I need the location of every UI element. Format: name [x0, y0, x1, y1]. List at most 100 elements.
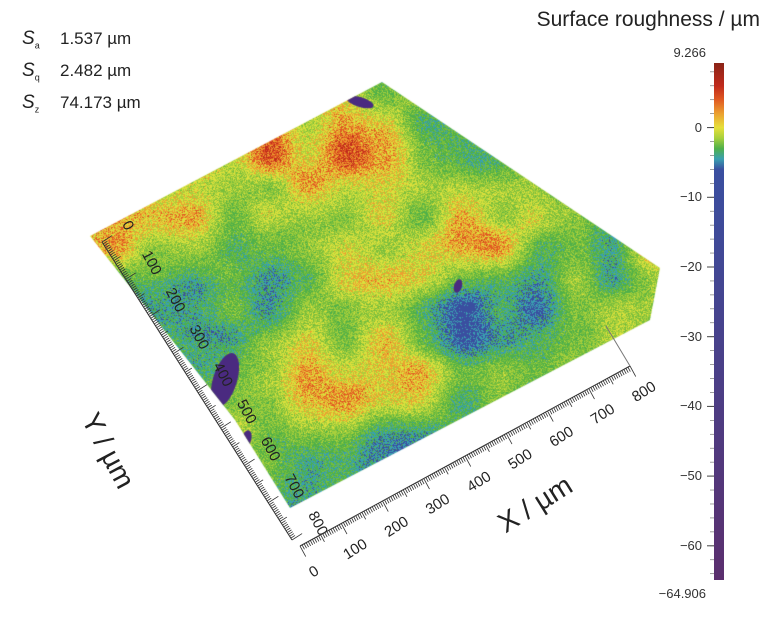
x-axis-tick: [351, 517, 355, 523]
y-axis-tick: [235, 449, 241, 453]
y-axis-tick: [143, 304, 148, 308]
y-axis-tick: [163, 335, 169, 340]
x-axis-tick: [423, 478, 430, 490]
y-axis-tick: [200, 393, 205, 397]
y-axis-tick: [277, 514, 283, 518]
y-axis-tick: [188, 374, 194, 379]
x-axis-tick: [567, 399, 573, 407]
metric-subscript: z: [34, 104, 40, 115]
x-axis-tick: [576, 395, 580, 400]
x-axis-tick: [621, 370, 625, 376]
x-axis-tick: [474, 450, 479, 455]
x-axis-tick: [606, 378, 611, 383]
y-axis-tick: [186, 371, 191, 375]
x-axis-tick: [316, 536, 320, 542]
y-axis-tick: [245, 464, 251, 468]
y-axis-tick: [173, 346, 184, 355]
x-axis-tick-label: 600: [546, 423, 576, 451]
y-axis-tick: [140, 300, 146, 304]
x-axis-tick: [627, 366, 631, 372]
y-axis-tick: [243, 460, 248, 464]
x-axis-tick: [398, 491, 402, 497]
x-axis-tick: [602, 380, 606, 386]
y-axis-tick: [111, 253, 116, 258]
y-axis-tick: [136, 292, 141, 297]
y-axis-tick: [175, 354, 181, 358]
y-axis-tick: [184, 367, 193, 373]
y-axis-tick: [225, 432, 230, 437]
y-axis-tick: [162, 333, 167, 338]
y-axis-tick: [266, 497, 272, 502]
x-axis-tick: [336, 525, 340, 531]
y-axis-tick: [247, 468, 253, 472]
x-axis-tick: [540, 414, 545, 419]
y-axis-tick: [104, 242, 109, 247]
x-axis-tick: [538, 415, 542, 421]
y-axis-tick: [271, 505, 277, 509]
x-axis-tick: [361, 512, 367, 520]
y-axis-tick: [206, 402, 211, 407]
metric-symbol: S: [22, 28, 35, 49]
y-axis-tick: [288, 531, 293, 535]
x-axis-tick: [477, 449, 481, 454]
x-axis-end-line: [605, 325, 631, 367]
x-axis-tick: [578, 393, 582, 399]
y-axis-tick-label: 300: [186, 322, 213, 352]
y-axis-tick: [119, 266, 125, 271]
y-axis-tick: [170, 346, 176, 351]
y-axis-tick: [281, 520, 286, 524]
x-axis-tick: [307, 541, 311, 547]
x-axis-tick: [479, 447, 483, 453]
x-axis-tick-label: 800: [629, 378, 659, 406]
x-axis-tick: [582, 391, 586, 397]
x-axis-tick: [378, 503, 382, 508]
y-axis-tick: [250, 471, 255, 476]
y-axis-tick: [137, 293, 145, 299]
x-axis-tick: [312, 539, 316, 544]
x-axis-tick: [594, 384, 598, 390]
y-axis-tick: [176, 356, 182, 360]
y-axis-tick: [114, 259, 120, 263]
x-axis-tick: [301, 544, 305, 550]
y-axis-tick: [110, 252, 115, 256]
y-axis-tick: [289, 533, 295, 537]
y-axis-tick: [268, 495, 279, 504]
x-axis-tick: [493, 440, 497, 445]
y-axis-tick: [215, 417, 221, 422]
x-axis-tick: [559, 404, 563, 409]
x-axis-tick: [388, 497, 392, 503]
y-axis-tick: [279, 516, 288, 522]
x-axis-tick: [433, 472, 437, 478]
y-axis-tick: [174, 352, 179, 356]
x-axis-tick: [355, 515, 359, 521]
y-axis-tick: [164, 337, 170, 342]
y-axis-tick: [197, 389, 203, 394]
x-axis-tick: [557, 405, 561, 410]
y-axis-tick: [145, 307, 151, 312]
colorbar: [714, 63, 724, 580]
x-axis-tick: [353, 516, 357, 522]
x-axis-tick: [532, 418, 536, 424]
x-axis-tick: [590, 387, 594, 392]
x-axis-tick: [569, 398, 573, 404]
y-axis-tick: [209, 408, 215, 412]
x-axis-tick: [456, 460, 460, 466]
y-axis-tick: [131, 285, 137, 289]
x-axis-tick: [524, 423, 528, 428]
y-axis-tick: [125, 272, 137, 280]
metric-sa: Sa 1.537 µm: [22, 28, 131, 50]
x-axis-tick: [481, 446, 485, 452]
x-axis-tick: [625, 368, 629, 373]
y-axis-tick: [283, 523, 289, 528]
x-axis-tick: [305, 542, 309, 548]
y-axis-tick: [127, 279, 133, 284]
y-axis-tick: [187, 373, 192, 377]
y-axis-tick: [124, 274, 129, 278]
x-axis-tick: [384, 499, 388, 505]
x-axis-tick: [571, 397, 575, 403]
metric-symbol: S: [22, 60, 35, 81]
x-axis-tick: [615, 373, 619, 379]
y-axis-tick: [150, 315, 156, 319]
y-axis-tick: [251, 473, 257, 478]
